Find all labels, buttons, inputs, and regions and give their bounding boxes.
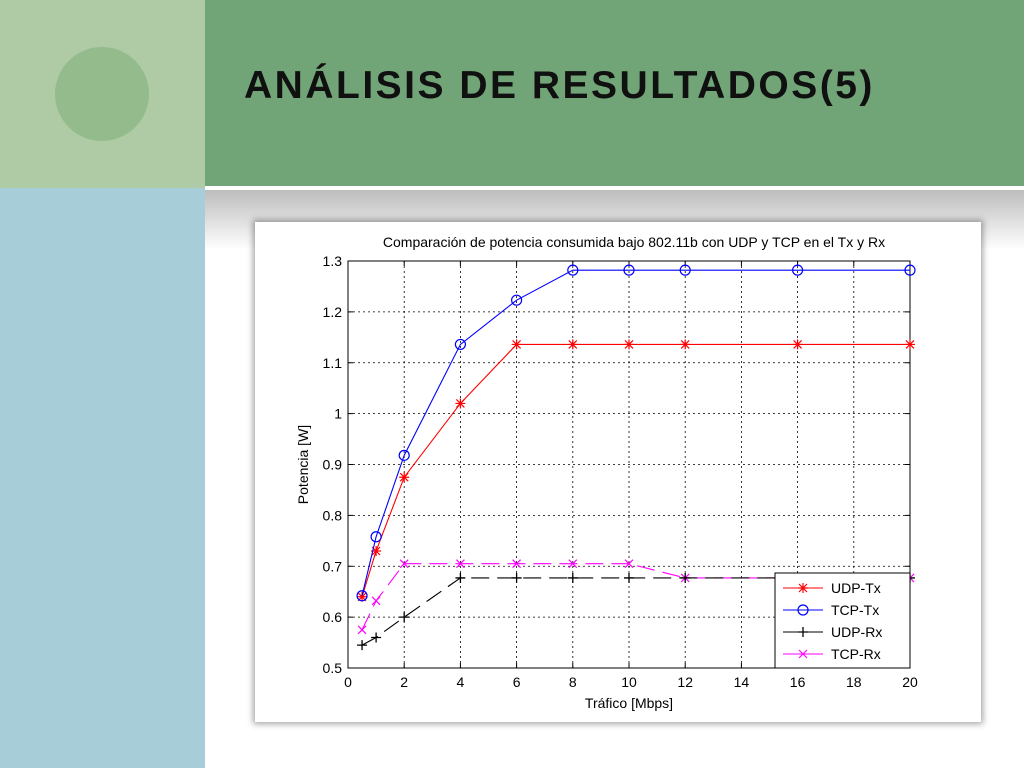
data-point-udp-tx [905, 339, 915, 350]
data-point-udp-rx [567, 572, 578, 583]
legend-label-tcp-rx: TCP-Rx [831, 646, 881, 662]
data-point-udp-tx [624, 339, 634, 350]
data-point-udp-rx [455, 572, 466, 583]
x-tick-label: 0 [344, 674, 352, 690]
data-point-tcp-rx [371, 596, 381, 606]
chart-frame: 0 2 4 6 8 10 12 14 16 18 20 0.5 0.6 0.7 0.8 0.9 1 1.1 1.2 1… [255, 222, 981, 722]
data-point-udp-rx [357, 640, 368, 651]
legend-marker-tcp-tx [797, 604, 809, 616]
chart-title: Comparación de potencia consumida bajo 8… [383, 234, 885, 250]
data-point-udp-tx [399, 472, 410, 483]
data-point-udp-rx [399, 612, 410, 623]
data-point-tcp-tx [511, 294, 523, 306]
data-point-tcp-rx [399, 559, 409, 569]
series-line-udp-rx [361, 577, 910, 646]
data-point-tcp-tx [904, 264, 916, 276]
data-point-tcp-rx [568, 559, 578, 569]
data-point-udp-tx [567, 339, 578, 350]
x-tick-label: 2 [400, 674, 408, 690]
data-point-tcp-tx [370, 531, 382, 543]
line-chart: 0 2 4 6 8 10 12 14 16 18 20 0.5 0.6 0.7 0.8 0.9 1 1.1 1.2 1… [295, 234, 918, 711]
x-tick-label: 16 [790, 674, 806, 690]
title-header [205, 0, 1024, 186]
y-tick-label: 1.3 [323, 253, 343, 269]
data-point-udp-rx [624, 572, 634, 583]
data-point-tcp-tx [567, 264, 579, 276]
data-point-tcp-rx [512, 559, 522, 569]
legend-label-udp-tx: UDP-Tx [831, 580, 881, 596]
data-point-udp-rx [511, 572, 522, 583]
x-tick-label: 10 [621, 674, 637, 690]
data-point-tcp-tx [398, 449, 410, 461]
data-point-tcp-rx [455, 559, 465, 569]
y-tick-label: 0.5 [323, 660, 343, 676]
x-tick-label: 20 [902, 674, 918, 690]
data-point-udp-tx [511, 339, 522, 350]
data-point-tcp-rx [357, 625, 367, 635]
data-point-udp-tx [680, 339, 691, 350]
series-line-udp-tx [361, 343, 910, 597]
y-axis-label: Potencia [W] [295, 425, 311, 504]
data-point-tcp-tx [791, 264, 804, 276]
data-point-udp-tx [371, 545, 382, 556]
x-tick-label: 8 [569, 674, 577, 690]
data-point-udp-rx [680, 572, 691, 583]
legend-marker-udp-rx [798, 627, 808, 637]
data-point-udp-tx [455, 398, 466, 409]
y-tick-label: 1.1 [323, 355, 343, 371]
x-tick-label: 18 [846, 674, 862, 690]
y-tick-label: 0.6 [323, 609, 343, 625]
data-point-udp-tx [357, 591, 368, 602]
left-bottom-panel [0, 188, 205, 768]
legend-label-udp-rx: UDP-Rx [831, 624, 882, 640]
legend-label-tcp-tx: TCP-Tx [831, 602, 879, 618]
data-point-tcp-tx [454, 338, 466, 351]
data-point-tcp-tx [356, 590, 368, 602]
x-tick-label: 14 [734, 674, 750, 690]
x-tick-label: 6 [513, 674, 521, 690]
data-point-tcp-tx [623, 264, 635, 276]
header-divider [205, 186, 1024, 190]
data-point-udp-rx [371, 632, 382, 643]
y-tick-label: 1.2 [323, 304, 343, 320]
data-point-udp-tx [792, 339, 803, 350]
data-point-tcp-rx [624, 559, 634, 569]
y-tick-label: 0.9 [323, 457, 343, 473]
legend-marker-udp-tx [798, 583, 808, 593]
y-tick-label: 0.8 [323, 507, 343, 523]
x-tick-label: 12 [677, 674, 693, 690]
y-tick-label: 1 [334, 406, 342, 422]
data-point-tcp-tx [679, 264, 691, 276]
slide-title: ANÁLISIS DE RESULTADOS(5) [244, 64, 875, 107]
decorative-circle [55, 47, 149, 141]
x-axis-label: Tráfico [Mbps] [585, 695, 673, 711]
legend-box [774, 572, 911, 669]
series-line-tcp-tx [361, 269, 910, 596]
x-tick-label: 4 [457, 674, 465, 690]
legend-marker-tcp-rx [798, 649, 808, 659]
y-tick-label: 0.7 [323, 558, 343, 574]
